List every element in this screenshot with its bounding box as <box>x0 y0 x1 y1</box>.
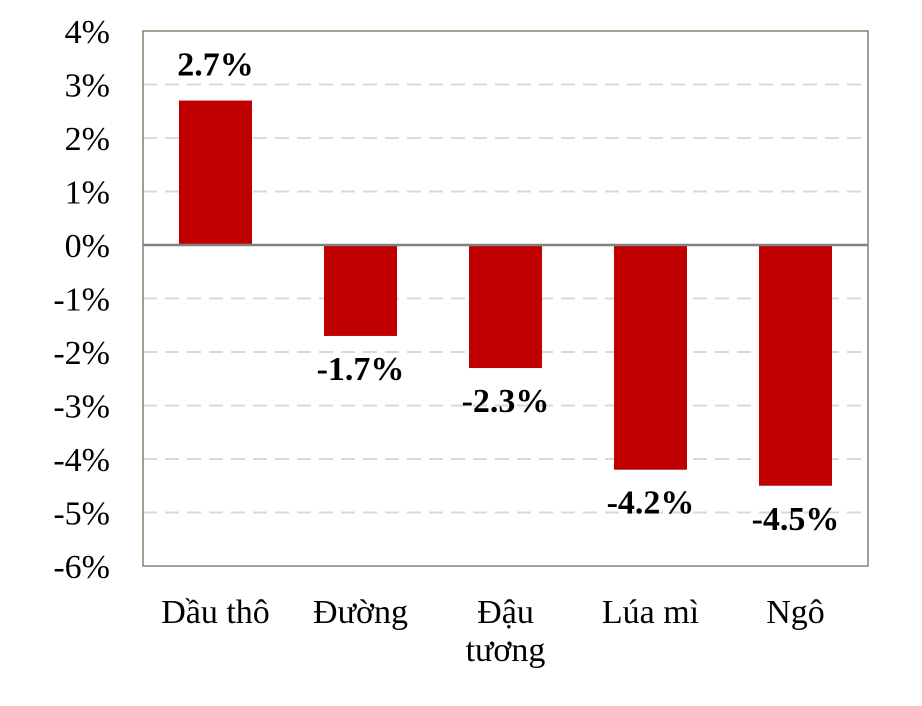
bar <box>469 245 542 369</box>
data-label: -4.5% <box>752 501 840 538</box>
data-label: 2.7% <box>177 47 254 84</box>
bar <box>614 245 687 470</box>
y-tick-label: -5% <box>53 496 110 533</box>
category-label: Ngô <box>766 594 825 631</box>
y-tick-label: 4% <box>65 14 110 51</box>
y-tick-label: -2% <box>53 335 110 372</box>
data-label: -4.2% <box>607 485 695 522</box>
data-label: -2.3% <box>462 383 550 420</box>
plot-frame <box>142 30 869 567</box>
y-tick-label: -3% <box>53 389 110 426</box>
bar <box>759 245 832 486</box>
category-label: Đậu <box>477 594 534 631</box>
category-label: Đường <box>313 594 408 631</box>
y-tick-label: -1% <box>53 282 110 319</box>
y-tick-label: -4% <box>53 442 110 479</box>
category-label: tương <box>466 632 546 669</box>
data-label: -1.7% <box>317 351 405 388</box>
y-tick-label: 1% <box>65 175 110 212</box>
bar <box>324 245 397 336</box>
y-tick-label: -6% <box>53 549 110 586</box>
bar <box>179 100 252 245</box>
y-axis-tick-labels: 4% 3% 2% 1% 0% -1% -2% -3% -4% -5% -6% <box>53 14 110 586</box>
bars <box>179 100 832 486</box>
y-tick-label: 2% <box>65 121 110 158</box>
data-labels: 2.7% -1.7% -2.3% -4.2% -4.5% <box>177 47 839 538</box>
y-tick-label: 3% <box>65 68 110 105</box>
y-tick-label: 0% <box>65 228 110 265</box>
category-label: Dầu thô <box>161 594 270 631</box>
category-label: Lúa mì <box>602 594 699 631</box>
